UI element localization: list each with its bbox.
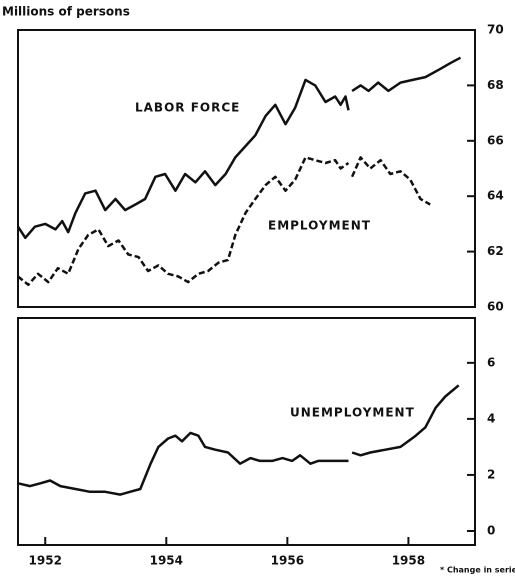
y-tick-label: 70 [487, 23, 504, 37]
x-tick-label: 1952 [29, 554, 62, 568]
series-label: EMPLOYMENT [268, 219, 371, 233]
series-line [17, 384, 460, 496]
y-tick-label: 62 [487, 244, 504, 258]
y-tick-label: 6 [487, 355, 495, 369]
series-label: LABOR FORCE [135, 101, 240, 115]
y-tick-label: 60 [487, 300, 504, 314]
x-tick-label: 1956 [271, 554, 304, 568]
y-tick-label: 68 [487, 78, 504, 92]
x-tick-label: 1954 [150, 554, 183, 568]
y-tick-label: 64 [487, 189, 504, 203]
series-label: UNEMPLOYMENT [290, 406, 415, 420]
y-tick-label: 0 [487, 523, 495, 537]
chart-subtitle: Millions of persons [2, 5, 130, 19]
top-frame [17, 29, 476, 308]
footnote: * Change in series. [440, 566, 515, 575]
x-tick-label: 1958 [392, 554, 425, 568]
y-tick-label: 66 [487, 133, 504, 147]
y-tick-label: 4 [487, 411, 495, 425]
bottom-frame [17, 317, 476, 546]
series-line [16, 56, 462, 240]
series-line [17, 156, 431, 287]
y-tick-label: 2 [487, 467, 495, 481]
